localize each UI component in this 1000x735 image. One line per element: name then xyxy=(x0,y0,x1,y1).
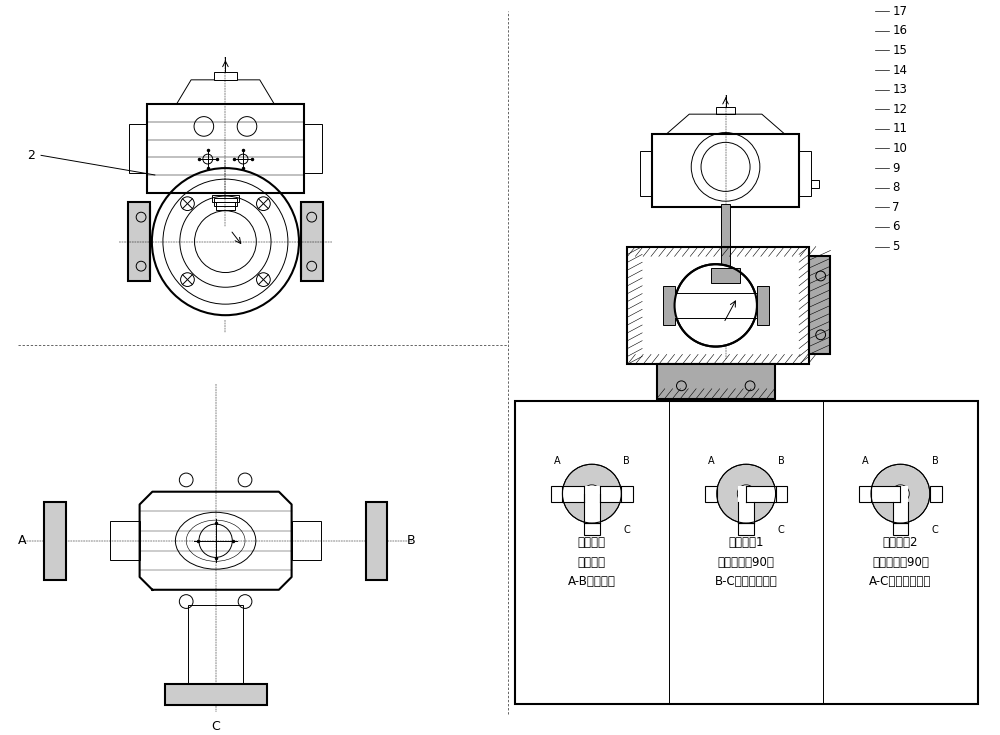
Bar xyxy=(640,151,652,196)
Text: 开启位置1: 开启位置1 xyxy=(728,537,764,549)
Bar xyxy=(366,501,387,580)
Bar xyxy=(859,486,871,501)
Bar xyxy=(627,246,809,365)
Text: B: B xyxy=(778,456,784,466)
Text: 17: 17 xyxy=(892,4,907,18)
Bar xyxy=(721,204,730,283)
Bar xyxy=(746,486,776,501)
Bar xyxy=(675,293,757,318)
Bar xyxy=(301,202,323,281)
Bar xyxy=(212,195,239,202)
Bar xyxy=(811,180,819,187)
Text: B-C导通（输送）: B-C导通（输送） xyxy=(715,576,778,589)
Bar xyxy=(809,257,830,354)
Text: 8: 8 xyxy=(892,182,900,194)
Text: 12: 12 xyxy=(892,103,907,115)
Bar xyxy=(147,104,304,193)
Wedge shape xyxy=(871,465,930,523)
Bar xyxy=(110,521,140,560)
Text: 6: 6 xyxy=(892,220,900,234)
Text: 顺时针旋转90度: 顺时针旋转90度 xyxy=(718,556,775,569)
Bar xyxy=(893,486,908,523)
Text: A-B（通球）: A-B（通球） xyxy=(568,576,616,589)
Text: 14: 14 xyxy=(892,63,907,76)
Text: 10: 10 xyxy=(892,142,907,155)
Wedge shape xyxy=(562,465,621,523)
Text: A-C导通（输送）: A-C导通（输送） xyxy=(869,576,932,589)
Bar xyxy=(716,107,735,114)
Text: 9: 9 xyxy=(892,162,900,175)
Text: 逆时针旋转90度: 逆时针旋转90度 xyxy=(872,556,929,569)
Bar xyxy=(128,202,150,281)
Bar xyxy=(515,401,978,705)
Bar xyxy=(871,486,908,501)
Text: C: C xyxy=(932,525,939,535)
Wedge shape xyxy=(717,465,776,523)
Text: 16: 16 xyxy=(892,24,907,37)
Bar xyxy=(214,72,237,80)
Bar xyxy=(129,124,147,173)
Bar xyxy=(652,134,799,207)
Bar xyxy=(584,494,600,523)
Bar xyxy=(562,486,621,501)
Bar xyxy=(216,202,235,210)
Text: B: B xyxy=(932,456,939,466)
Circle shape xyxy=(675,264,757,347)
Bar xyxy=(893,523,908,535)
Bar xyxy=(551,486,562,501)
Text: 直线导通: 直线导通 xyxy=(578,556,606,569)
Bar xyxy=(657,365,775,398)
Bar xyxy=(711,268,740,283)
Text: C: C xyxy=(211,720,220,734)
Bar xyxy=(304,124,322,173)
Text: A: A xyxy=(862,456,869,466)
Bar xyxy=(799,151,811,196)
Bar xyxy=(930,486,942,501)
Text: B: B xyxy=(623,456,630,466)
Bar xyxy=(584,523,600,535)
Bar xyxy=(738,523,754,535)
Text: 15: 15 xyxy=(892,44,907,57)
Bar xyxy=(705,486,717,501)
Bar xyxy=(757,286,769,325)
Bar xyxy=(188,606,243,686)
Text: A: A xyxy=(708,456,715,466)
Bar xyxy=(44,501,66,580)
Bar xyxy=(738,486,754,523)
Bar xyxy=(214,198,237,207)
Text: B: B xyxy=(407,534,415,548)
Bar xyxy=(621,486,633,501)
Text: 开启位置2: 开启位置2 xyxy=(883,537,918,549)
Text: 待机位置: 待机位置 xyxy=(578,537,606,549)
Text: 7: 7 xyxy=(892,201,900,214)
Bar xyxy=(165,684,267,706)
Text: 2: 2 xyxy=(27,149,35,162)
Text: 5: 5 xyxy=(892,240,900,253)
Bar xyxy=(663,286,675,325)
Text: 11: 11 xyxy=(892,122,907,135)
Text: A: A xyxy=(554,456,560,466)
Text: A: A xyxy=(18,534,26,548)
Text: 13: 13 xyxy=(892,83,907,96)
Text: C: C xyxy=(623,525,630,535)
Text: C: C xyxy=(778,525,784,535)
Bar xyxy=(292,521,321,560)
Bar xyxy=(776,486,787,501)
